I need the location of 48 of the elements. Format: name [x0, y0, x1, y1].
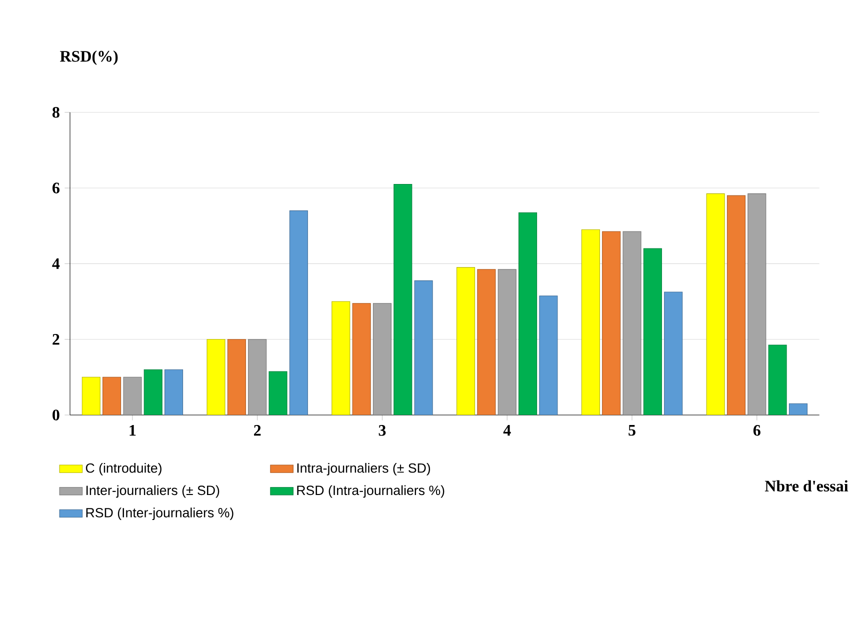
bar — [164, 369, 184, 415]
bar — [788, 403, 808, 415]
bar — [706, 193, 725, 415]
y-tick-label: 0 — [52, 410, 60, 420]
bar — [477, 269, 496, 415]
legend-label: RSD (Inter-journaliers %) — [86, 508, 234, 520]
bar — [748, 193, 766, 415]
bar — [289, 210, 308, 415]
bar — [102, 376, 122, 415]
bar — [726, 195, 746, 415]
bar — [144, 369, 162, 415]
y-tick-label: 6 — [52, 182, 60, 194]
legend-label: Inter-journaliers (± SD) — [86, 485, 220, 498]
bar — [206, 339, 226, 415]
legend-label: RSD (Intra-journaliers %) — [297, 485, 444, 498]
x-tick-label: 4 — [503, 425, 511, 436]
x-tick-label: 3 — [378, 425, 386, 436]
bar — [643, 248, 662, 415]
bar — [498, 269, 516, 415]
bar — [352, 303, 371, 415]
x-tick-label: 2 — [254, 425, 261, 436]
bar — [248, 339, 267, 415]
legend-label: Intra-journaliers (± SD) — [297, 462, 430, 476]
y-tick-label: 8 — [52, 106, 60, 118]
y-tick-label: 4 — [52, 258, 60, 269]
bar — [394, 184, 412, 415]
y-axis-title: RSD(%) — [60, 50, 118, 65]
bar — [82, 376, 100, 415]
x-tick-label: 5 — [628, 425, 636, 436]
bar — [622, 231, 642, 415]
bar — [602, 231, 621, 415]
y-tick-label: 2 — [52, 334, 60, 345]
bar — [227, 339, 246, 415]
bar — [664, 292, 683, 415]
bar — [768, 344, 787, 415]
x-tick-label: 1 — [130, 425, 136, 436]
bar — [539, 296, 558, 415]
bar — [332, 301, 350, 415]
bar — [414, 280, 433, 415]
x-axis-title: Nbre d'essai — [764, 480, 848, 492]
bar — [123, 376, 142, 415]
bar — [518, 212, 538, 415]
bar — [372, 303, 392, 415]
bar — [456, 267, 476, 415]
legend-label: C (introduite) — [86, 462, 162, 476]
bar — [581, 229, 600, 415]
bar — [268, 371, 288, 415]
x-tick-label: 6 — [753, 425, 760, 436]
